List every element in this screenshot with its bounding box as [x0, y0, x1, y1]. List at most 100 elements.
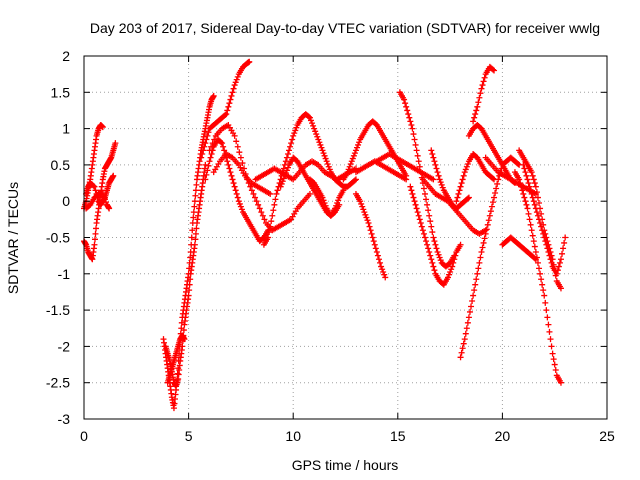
- data-point: [236, 149, 243, 156]
- data-point: [449, 263, 456, 270]
- data-point: [534, 212, 541, 219]
- data-point: [284, 164, 291, 171]
- data-point: [206, 147, 213, 154]
- data-point: [423, 238, 430, 245]
- data-point: [235, 198, 242, 205]
- data-point: [516, 176, 523, 183]
- data-point: [237, 154, 244, 161]
- data-point: [448, 266, 455, 273]
- data-point: [541, 227, 548, 234]
- data-point: [491, 176, 498, 183]
- data-point: [528, 169, 535, 176]
- x-tick-label: 10: [285, 428, 301, 444]
- data-point: [491, 67, 498, 74]
- data-point: [477, 254, 484, 261]
- data-point: [202, 176, 209, 183]
- y-tick-label: -2: [58, 338, 71, 354]
- data-point: [435, 251, 442, 258]
- data-point: [271, 201, 278, 208]
- data-point: [226, 100, 233, 107]
- data-point: [363, 214, 370, 221]
- data-point: [408, 187, 415, 194]
- data-point: [429, 229, 436, 236]
- data-point: [483, 226, 490, 233]
- data-point: [200, 147, 207, 154]
- data-point: [272, 196, 279, 203]
- data-point: [91, 183, 98, 190]
- data-point: [205, 162, 212, 169]
- data-point: [371, 241, 378, 248]
- data-point: [475, 99, 482, 106]
- series-arc-u: [407, 183, 464, 288]
- data-point: [335, 197, 342, 204]
- data-point: [417, 169, 424, 176]
- data-point: [471, 114, 478, 121]
- data-point: [464, 319, 471, 326]
- data-point: [258, 209, 265, 216]
- data-point: [546, 328, 553, 335]
- data-point: [485, 217, 492, 224]
- data-point: [477, 90, 484, 97]
- data-point: [91, 236, 98, 243]
- data-point: [230, 180, 237, 187]
- data-point: [526, 216, 533, 223]
- data-point: [401, 96, 408, 103]
- data-point: [533, 189, 540, 196]
- data-point: [470, 118, 477, 125]
- data-point: [266, 229, 273, 236]
- data-point: [539, 281, 546, 288]
- data-point: [451, 256, 458, 263]
- data-point: [237, 203, 244, 210]
- data-point: [411, 136, 418, 143]
- data-point: [462, 330, 469, 337]
- data-point: [365, 219, 372, 226]
- data-point: [548, 252, 555, 259]
- data-point: [192, 192, 199, 199]
- data-point: [524, 205, 531, 212]
- data-point: [350, 152, 357, 159]
- data-point: [492, 190, 499, 197]
- data-point: [560, 245, 567, 252]
- data-point: [277, 183, 284, 190]
- data-point: [461, 336, 468, 343]
- data-point: [550, 356, 557, 363]
- data-point: [474, 270, 481, 277]
- data-point: [555, 263, 562, 270]
- data-point: [203, 136, 210, 143]
- data-point: [414, 152, 421, 159]
- data-point: [412, 201, 419, 208]
- data-point: [543, 307, 550, 314]
- data-point: [434, 249, 441, 256]
- data-point: [421, 234, 428, 241]
- data-point: [461, 169, 468, 176]
- data-point: [470, 292, 477, 299]
- data-point: [541, 292, 548, 299]
- data-point: [457, 241, 464, 248]
- data-point: [210, 92, 217, 99]
- data-point: [488, 203, 495, 210]
- series-arc-o: [306, 176, 347, 219]
- data-point: [319, 147, 326, 154]
- data-point: [346, 163, 353, 170]
- data-point: [402, 100, 409, 107]
- data-point: [420, 230, 427, 237]
- data-point: [533, 209, 540, 216]
- data-point: [429, 259, 436, 266]
- series-arc-r: [352, 158, 410, 183]
- data-point: [453, 198, 460, 205]
- data-point: [233, 76, 240, 83]
- data-point: [174, 370, 181, 377]
- data-point: [292, 127, 299, 134]
- data-point: [538, 210, 545, 217]
- data-point: [202, 140, 209, 147]
- data-point: [420, 185, 427, 192]
- data-point: [348, 158, 355, 165]
- data-point: [279, 178, 286, 185]
- data-point: [358, 200, 365, 207]
- data-point: [489, 66, 496, 73]
- y-axis-label: SDTVAR / TECUs: [5, 182, 21, 294]
- data-point: [220, 143, 227, 150]
- data-point: [315, 136, 322, 143]
- data-point: [382, 274, 389, 281]
